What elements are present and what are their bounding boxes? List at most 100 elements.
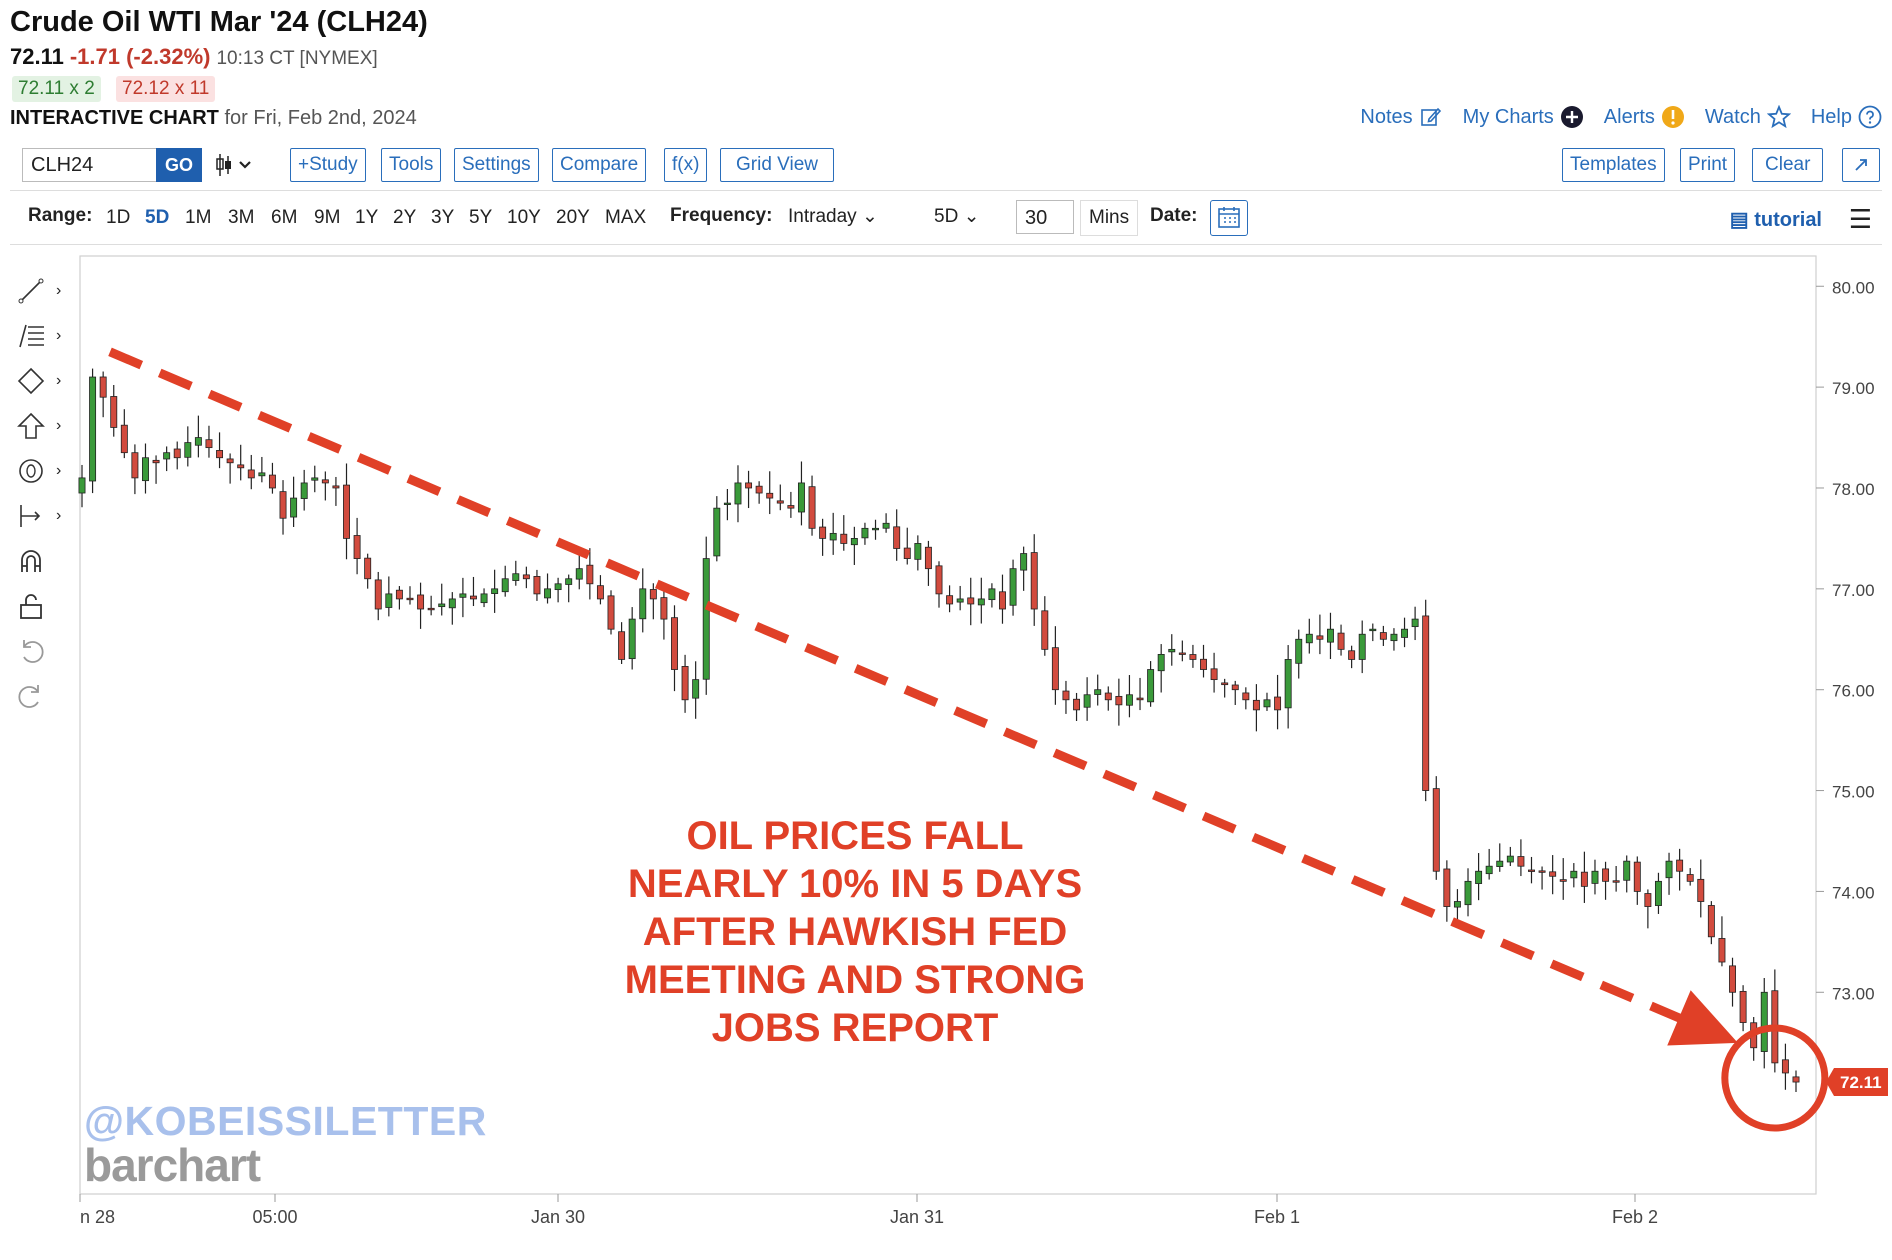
candle-body	[1284, 659, 1292, 709]
range-9m[interactable]: 9M	[314, 207, 341, 228]
x-tick-label: Jan 31	[890, 1207, 944, 1227]
candle-body	[956, 598, 964, 603]
symbol-input[interactable]: CLH24	[22, 148, 156, 182]
help-icon	[1858, 105, 1882, 129]
calendar-button[interactable]	[1210, 200, 1248, 236]
candle-body	[1729, 965, 1736, 993]
period-value: 5D	[934, 206, 959, 227]
add-study-button[interactable]: +Study	[290, 148, 366, 182]
candle-body	[787, 505, 795, 509]
arrow-tool[interactable]: ›	[16, 403, 72, 448]
range-label: Range:	[28, 205, 93, 226]
candle-body	[1686, 874, 1694, 882]
clear-button[interactable]: Clear	[1752, 148, 1824, 182]
range-1d[interactable]: 1D	[106, 207, 131, 228]
candle-body	[1443, 868, 1451, 907]
candle-body	[374, 579, 382, 610]
candle-body	[184, 442, 192, 458]
range-1m[interactable]: 1M	[185, 207, 212, 228]
chart-label: INTERACTIVE CHART	[10, 107, 219, 129]
candle-body	[194, 437, 202, 446]
candle-body	[353, 535, 361, 559]
compare-button[interactable]: Compare	[552, 148, 647, 182]
settings-button[interactable]: Settings	[454, 148, 539, 182]
range-1y[interactable]: 1Y	[355, 207, 379, 228]
alerts-link[interactable]: Alerts	[1604, 105, 1685, 129]
line-tool[interactable]: ›	[16, 268, 72, 313]
candle-body	[332, 485, 340, 489]
candle-body	[671, 617, 678, 670]
frequency-select[interactable]: Intraday ⌄	[788, 205, 878, 228]
star-icon	[1766, 105, 1791, 129]
fibonacci-icon	[19, 324, 44, 347]
candle-body	[364, 557, 372, 580]
fib-tool[interactable]: ›	[16, 313, 72, 358]
last-price-tag	[1826, 1068, 1888, 1097]
range-6m[interactable]: 6M	[271, 207, 298, 228]
interval-input[interactable]: 30	[1016, 200, 1074, 234]
range-max[interactable]: MAX	[605, 207, 647, 228]
range-3y[interactable]: 3Y	[431, 207, 455, 228]
last-price-label: 72.11	[1840, 1073, 1882, 1092]
print-button[interactable]: Print	[1680, 148, 1736, 182]
quote-time: 10:13 CT [NYMEX]	[216, 48, 378, 69]
help-link[interactable]: Help	[1811, 105, 1882, 129]
range-5d[interactable]: 5D	[145, 207, 170, 228]
range-5y[interactable]: 5Y	[469, 207, 493, 228]
undo-tool[interactable]	[16, 628, 72, 673]
bid-badge: 72.11 x 2	[12, 76, 101, 102]
candle-body	[702, 558, 710, 680]
tools-button[interactable]: Tools	[381, 148, 442, 182]
chevron-right-icon: ›	[56, 506, 62, 524]
range-10y[interactable]: 10Y	[507, 207, 541, 228]
candle-body	[1231, 684, 1239, 691]
candle-body	[1644, 893, 1652, 907]
range-bar: Range: 1D 5D 1M 3M 6M 9M 1Y 2Y 3Y 5Y 10Y…	[10, 198, 1882, 245]
range-20y[interactable]: 20Y	[556, 207, 590, 228]
candle-body	[1083, 694, 1091, 708]
circle-tool[interactable]: ›	[16, 448, 72, 493]
range-3m[interactable]: 3M	[228, 207, 255, 228]
magnet-tool[interactable]	[16, 538, 72, 583]
line-draw-icon	[18, 278, 44, 303]
menu-icon[interactable]: ☰	[1848, 204, 1872, 234]
tutorial-label: tutorial	[1754, 209, 1822, 231]
edit-icon	[1420, 107, 1441, 126]
candle-body	[1549, 871, 1557, 877]
candle-body	[649, 589, 657, 600]
candle-body	[1157, 653, 1165, 672]
candle-body	[1654, 880, 1662, 906]
candle-body	[343, 484, 350, 539]
barchart-logo: barchart	[84, 1139, 261, 1191]
candle-body	[247, 469, 255, 479]
shape-tool[interactable]: ›	[16, 358, 72, 403]
candle-body	[1073, 698, 1081, 711]
measure-tool[interactable]: ›	[16, 493, 72, 538]
candle-body	[840, 533, 848, 544]
undo-icon	[23, 639, 44, 663]
watch-link[interactable]: Watch	[1705, 105, 1791, 129]
my-charts-label: My Charts	[1462, 105, 1554, 128]
redo-tool[interactable]	[16, 673, 72, 718]
plus-circle-icon	[1560, 106, 1583, 128]
range-2y[interactable]: 2Y	[393, 207, 417, 228]
my-charts-link[interactable]: My Charts	[1463, 105, 1584, 129]
frequency-label: Frequency:	[670, 205, 773, 226]
templates-button[interactable]: Templates	[1562, 148, 1665, 182]
candle-body	[554, 583, 562, 591]
period-select[interactable]: 5D ⌄	[934, 205, 980, 228]
chart-type-dropdown[interactable]	[214, 152, 258, 184]
candle-body	[1718, 938, 1726, 963]
go-button[interactable]: GO	[156, 148, 202, 182]
tutorial-link[interactable]: ▤ tutorial	[1730, 207, 1822, 232]
grid-view-button[interactable]: Grid View	[720, 148, 835, 182]
expand-button[interactable]	[1842, 148, 1880, 182]
notes-link[interactable]: Notes	[1360, 105, 1442, 129]
function-button[interactable]: f(x)	[664, 148, 708, 182]
measure-icon	[20, 504, 41, 527]
candle-body	[216, 450, 224, 459]
candle-body	[1051, 647, 1059, 691]
candle-body	[1305, 633, 1313, 644]
lock-tool[interactable]	[16, 583, 72, 628]
